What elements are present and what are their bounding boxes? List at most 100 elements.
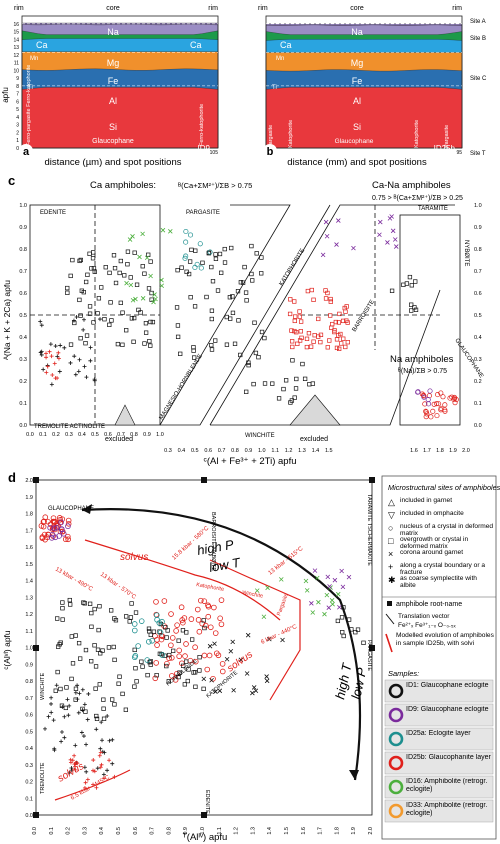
data-point [311, 339, 316, 344]
data-point [78, 656, 83, 661]
data-point [316, 599, 321, 605]
data-point [110, 697, 115, 702]
data-point [324, 233, 330, 239]
panel-b-pargasite-left: Pargasite [268, 125, 274, 148]
data-point [65, 290, 70, 295]
edenite-name: EDENITE [40, 210, 66, 216]
data-point [240, 280, 246, 285]
data-point [328, 299, 333, 304]
data-point [140, 296, 146, 301]
data-point [186, 271, 192, 277]
data-point [213, 338, 218, 343]
data-point [148, 632, 153, 638]
data-point [276, 396, 282, 401]
panel-c-ytick-right: 0.1 [474, 401, 482, 407]
sample-row-bg-0 [384, 679, 494, 703]
data-point [340, 584, 346, 590]
panel-c-xtick-1: 0.8 [130, 432, 138, 438]
data-point [53, 376, 58, 381]
panel-c-xtick-1: 0.4 [78, 432, 86, 438]
data-point [343, 309, 348, 314]
data-point [92, 377, 97, 382]
data-point [109, 608, 114, 613]
data-point [60, 600, 65, 605]
data-point [250, 690, 255, 696]
panel-b-mg-label: Mg [351, 58, 364, 68]
data-point [336, 218, 341, 223]
panel-d-ytick: 1.8 [25, 512, 33, 518]
sample-swatch-0 [388, 683, 404, 699]
data-point [295, 341, 300, 346]
panel-a-mg-label: Mg [107, 58, 120, 68]
panel-b-x-end: 95 [456, 150, 462, 156]
data-point [77, 258, 82, 264]
data-point [184, 269, 189, 274]
root-name-marker-6 [201, 812, 207, 818]
data-point [157, 629, 162, 634]
data-point [149, 297, 154, 302]
panel-c-ytick-right: 0.2 [474, 379, 482, 385]
data-point [125, 249, 131, 254]
data-point [99, 285, 104, 290]
data-point [163, 625, 168, 630]
data-point [152, 675, 159, 682]
data-point [43, 726, 48, 731]
data-point [283, 378, 289, 383]
data-point [67, 597, 72, 603]
data-point [425, 401, 432, 407]
data-point [346, 617, 352, 622]
data-point [156, 620, 163, 626]
data-point [290, 358, 295, 363]
data-point [45, 518, 51, 525]
sample-text-3: ID25b: Glaucophanite layer [406, 754, 491, 761]
panel-d-ytick: 1.9 [25, 495, 33, 501]
data-point [131, 627, 138, 634]
legend-item-text-0: included in garnet [400, 497, 453, 504]
root-name-marker-3 [33, 645, 39, 651]
data-point [65, 523, 71, 530]
data-point [58, 526, 65, 533]
panel-d-ylabel: ᶜ(Alᵛᴵ) apfu [2, 630, 12, 670]
panel-c-points [38, 214, 459, 420]
panel-d-ytick: 0.2 [25, 780, 33, 786]
panel-c-ytick: 0.7 [19, 269, 27, 275]
data-point [82, 601, 87, 606]
sample-swatch-1 [388, 707, 404, 723]
data-point [177, 670, 182, 675]
data-point [201, 676, 207, 682]
panel-c-ytick: 1.0 [19, 203, 27, 209]
data-point [184, 659, 189, 664]
panel-d-ytick: 1.0 [25, 646, 33, 652]
data-point [182, 653, 188, 659]
data-point [73, 761, 78, 766]
magnesio-hornblende-name: MAGNESIO-HORNBLENDE [159, 353, 204, 421]
data-point [281, 386, 286, 392]
data-point [179, 660, 185, 667]
data-point [71, 318, 76, 323]
data-point [207, 624, 214, 631]
data-point [105, 768, 110, 773]
data-point [75, 697, 80, 702]
data-point [297, 314, 303, 319]
data-point [289, 339, 295, 344]
data-point [86, 691, 91, 696]
data-point [262, 381, 268, 386]
data-point [206, 652, 213, 659]
data-point [336, 320, 342, 325]
root-name-symbol [387, 601, 392, 606]
panel-b-katophorite-right: Katophorite [414, 120, 420, 148]
panel-d-ytick: 1.7 [25, 528, 33, 534]
data-point [176, 647, 182, 654]
data-point [49, 531, 56, 538]
data-point [334, 345, 340, 351]
data-point [174, 305, 180, 310]
data-point [246, 360, 251, 365]
data-point [38, 350, 43, 355]
area-frame [265, 15, 463, 149]
data-point [413, 307, 419, 312]
na-amphiboles-title: Na amphiboles [390, 354, 454, 365]
cana-box [209, 204, 455, 426]
modelled-evolution-symbol [385, 633, 393, 653]
root-name-marker-1 [201, 477, 207, 483]
panel-b-letter-bg [263, 144, 277, 158]
